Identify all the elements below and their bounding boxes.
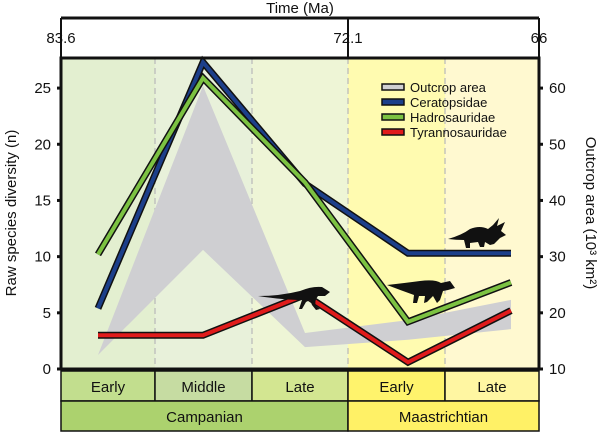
legend-label: Hadrosauridae	[410, 110, 495, 125]
legend-swatch	[381, 113, 405, 121]
substage-label: Early	[379, 379, 414, 396]
stage-label: Maastrichtian	[399, 409, 488, 426]
ceratopsian-silhouette	[448, 218, 506, 248]
legend-label: Outcrop area	[410, 80, 487, 95]
top-axis-title: Time (Ma)	[266, 0, 334, 17]
substage-label: Early	[91, 379, 126, 396]
y-tick-label: 20	[34, 136, 51, 153]
plot-frame	[59, 56, 541, 371]
legend: Outcrop areaCeratopsidaeHadrosauridaeTyr…	[381, 80, 507, 140]
y2-tick-label: 60	[549, 80, 566, 97]
top-tick-label: 83.6	[46, 30, 75, 47]
y-tick-label: 25	[34, 80, 51, 97]
stage-band	[60, 400, 349, 432]
stage-label: Campanian	[166, 409, 243, 426]
top-tick-label: 66	[531, 30, 548, 47]
silhouettes	[258, 218, 506, 310]
y2-tick-label: 40	[549, 192, 566, 209]
substage-band	[347, 370, 446, 402]
y-axis-label: Raw species diversity (n)	[3, 130, 20, 297]
y-tick-label: 0	[43, 361, 51, 378]
hadrosaur-silhouette	[387, 280, 455, 303]
y-tick-label: 10	[34, 249, 51, 266]
substage-band	[251, 370, 349, 402]
legend-swatch	[381, 98, 405, 106]
legend-label: Ceratopsidae	[410, 95, 487, 110]
y-tick-label: 15	[34, 192, 51, 209]
substage-label: Late	[285, 379, 314, 396]
y-tick-label: 5	[43, 305, 51, 322]
y2-tick-label: 20	[549, 305, 566, 322]
legend-label: Tyrannosauridae	[410, 125, 507, 140]
y2-tick-label: 10	[549, 361, 566, 378]
legend-swatch	[381, 128, 405, 136]
substage-label: Middle	[181, 379, 225, 396]
top-tick-label: 72.1	[333, 30, 362, 47]
stage-band	[347, 400, 540, 432]
substage-label: Late	[477, 379, 506, 396]
legend-swatch	[381, 83, 405, 91]
y2-tick-label: 30	[549, 249, 566, 266]
y2-axis-label: Outcrop area (10³ km²)	[582, 137, 599, 290]
tyrannosaur-silhouette	[258, 286, 330, 310]
outcrop-area	[98, 85, 511, 355]
series-line-hadrosauridae	[96, 74, 512, 325]
y2-tick-label: 50	[549, 136, 566, 153]
